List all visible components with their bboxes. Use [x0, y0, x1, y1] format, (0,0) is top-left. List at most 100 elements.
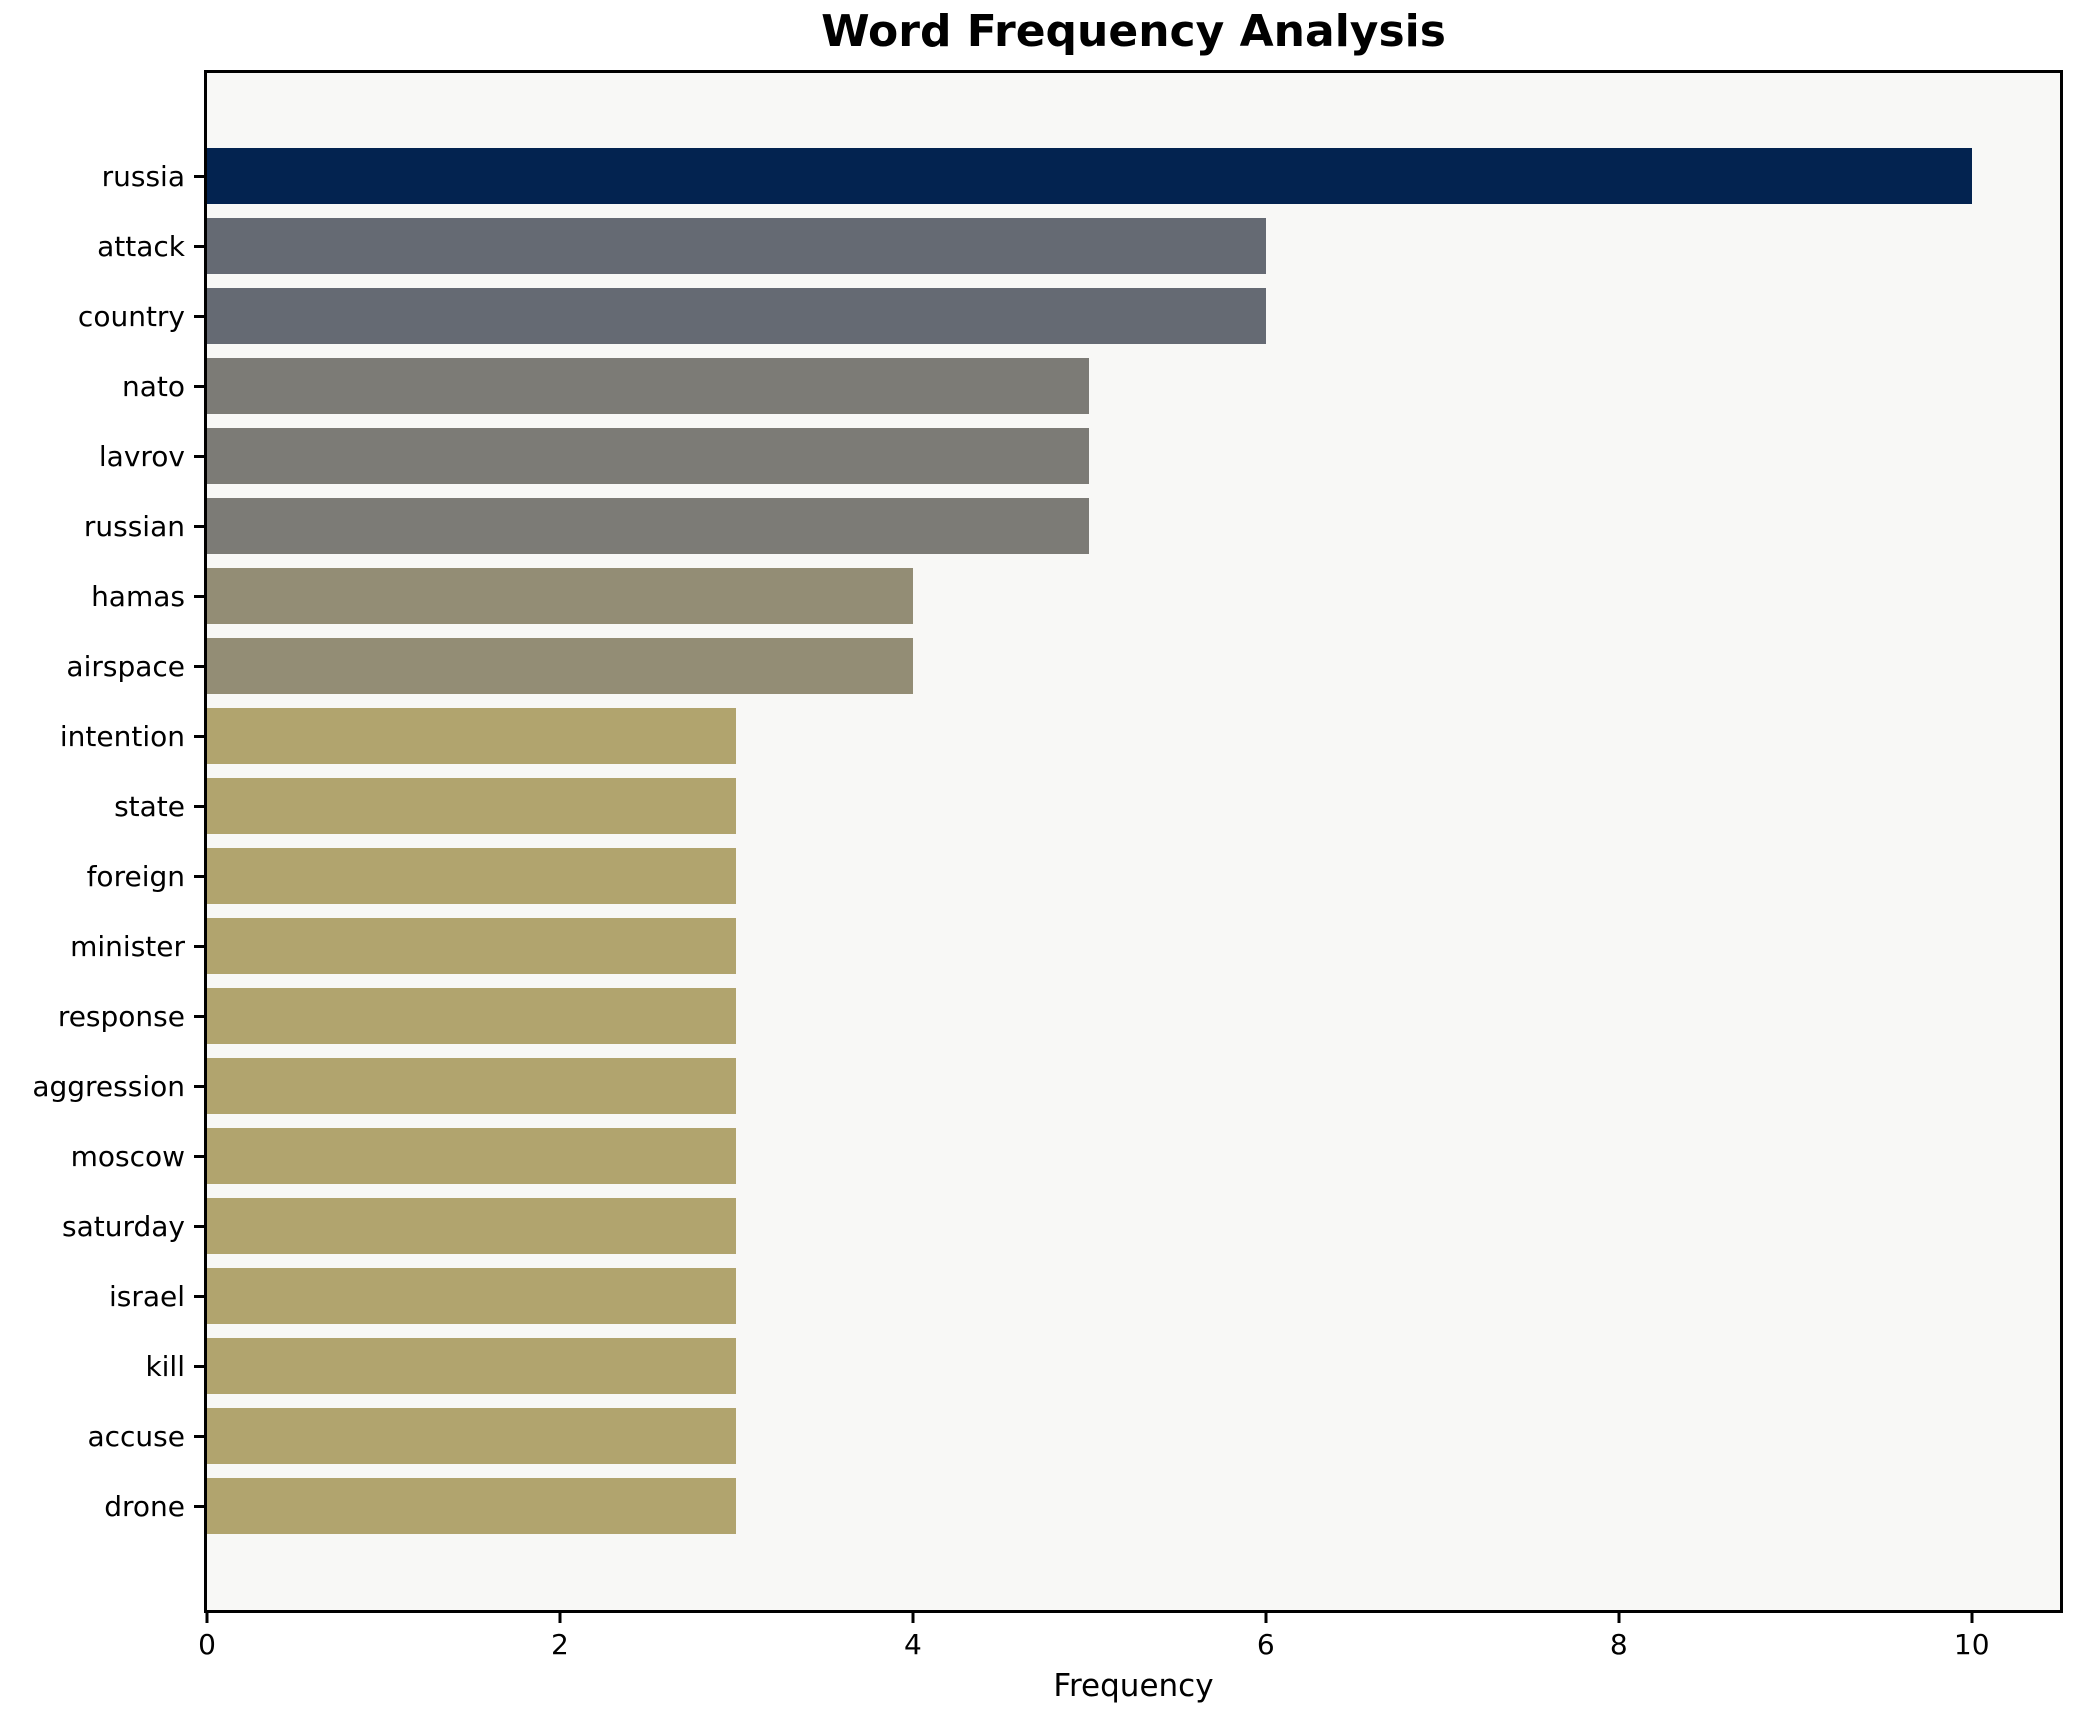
bar-russian — [207, 498, 1090, 554]
y-label-kill: kill — [145, 1349, 185, 1383]
x-axis-label: Frequency — [1053, 1668, 1214, 1704]
x-tick-mark — [911, 1613, 915, 1623]
bars-container — [207, 73, 2060, 1610]
x-tick-mark — [558, 1613, 562, 1623]
bar-foreign — [207, 848, 737, 904]
y-tick-mark — [194, 1014, 204, 1018]
y-label-minister: minister — [70, 929, 185, 963]
y-label-row: aggression — [0, 1051, 204, 1121]
bar-attack — [207, 218, 1266, 274]
bar-row — [207, 841, 2060, 911]
y-label-row: intention — [0, 701, 204, 771]
y-tick-mark — [194, 524, 204, 528]
y-label-moscow: moscow — [70, 1139, 185, 1173]
y-label-lavrov: lavrov — [98, 439, 185, 473]
bar-israel — [207, 1268, 737, 1324]
y-tick-mark — [194, 314, 204, 318]
y-label-row: saturday — [0, 1191, 204, 1261]
y-label-row: state — [0, 771, 204, 841]
y-tick-mark — [194, 1224, 204, 1228]
y-tick-mark — [194, 594, 204, 598]
bar-row — [207, 351, 2060, 421]
bar-row — [207, 1401, 2060, 1471]
y-tick-mark — [194, 454, 204, 458]
y-label-row: country — [0, 281, 204, 351]
y-tick-mark — [194, 1084, 204, 1088]
bar-row — [207, 211, 2060, 281]
y-tick-mark — [194, 804, 204, 808]
bar-row — [207, 421, 2060, 491]
y-label-row: nato — [0, 351, 204, 421]
y-tick-mark — [194, 1294, 204, 1298]
y-label-row: kill — [0, 1331, 204, 1401]
y-tick-mark — [194, 244, 204, 248]
bar-row — [207, 701, 2060, 771]
y-label-row: russia — [0, 141, 204, 211]
bar-row — [207, 981, 2060, 1051]
y-tick-mark — [194, 1434, 204, 1438]
y-label-row: airspace — [0, 631, 204, 701]
y-tick-mark — [194, 1154, 204, 1158]
x-tick-label: 2 — [551, 1628, 569, 1661]
bar-state — [207, 778, 737, 834]
x-tick-label: 4 — [903, 1628, 922, 1661]
bar-row — [207, 141, 2060, 211]
y-tick-mark — [194, 944, 204, 948]
y-tick-mark — [194, 384, 204, 388]
y-label-country: country — [77, 299, 185, 333]
y-label-airspace: airspace — [66, 649, 185, 683]
bar-row — [207, 491, 2060, 561]
x-tick-label: 6 — [1256, 1628, 1275, 1661]
y-label-response: response — [57, 999, 185, 1033]
y-label-hamas: hamas — [91, 579, 185, 613]
bar-lavrov — [207, 428, 1090, 484]
x-tick-label: 10 — [1953, 1628, 1990, 1661]
x-tick-label: 0 — [198, 1628, 216, 1661]
y-label-attack: attack — [97, 229, 185, 263]
y-label-state: state — [114, 789, 185, 823]
y-label-aggression: aggression — [32, 1069, 185, 1103]
y-tick-mark — [194, 734, 204, 738]
y-tick-mark — [194, 874, 204, 878]
y-axis-labels: russia attack country nato lavrov russian hama… — [0, 70, 204, 1613]
bar-country — [207, 288, 1266, 344]
bar-row — [207, 1121, 2060, 1191]
bar-row — [207, 1471, 2060, 1541]
y-label-row: russian — [0, 491, 204, 561]
x-tick-label: 8 — [1609, 1628, 1628, 1661]
bar-drone — [207, 1478, 737, 1534]
bar-hamas — [207, 568, 913, 624]
bar-row — [207, 1331, 2060, 1401]
bar-nato — [207, 358, 1090, 414]
bar-response — [207, 988, 737, 1044]
y-label-row: hamas — [0, 561, 204, 631]
y-label-row: response — [0, 981, 204, 1051]
y-label-saturday: saturday — [62, 1209, 185, 1243]
bar-row — [207, 281, 2060, 351]
bar-row — [207, 1051, 2060, 1121]
y-label-row: moscow — [0, 1121, 204, 1191]
bar-row — [207, 631, 2060, 701]
bar-intention — [207, 708, 737, 764]
y-label-row: drone — [0, 1471, 204, 1541]
bar-russia — [207, 148, 1972, 204]
x-tick-mark — [1617, 1613, 1621, 1623]
y-label-israel: israel — [108, 1279, 185, 1313]
y-label-row: foreign — [0, 841, 204, 911]
y-label-russia: russia — [101, 159, 185, 193]
y-label-intention: intention — [59, 719, 185, 753]
plot-area — [204, 70, 2063, 1613]
y-label-row: israel — [0, 1261, 204, 1331]
y-tick-mark — [194, 1364, 204, 1368]
y-label-row: accuse — [0, 1401, 204, 1471]
x-tick-mark — [1970, 1613, 1974, 1623]
y-label-drone: drone — [104, 1489, 185, 1523]
bar-kill — [207, 1338, 737, 1394]
bar-row — [207, 561, 2060, 631]
bar-airspace — [207, 638, 913, 694]
y-tick-mark — [194, 1504, 204, 1508]
bar-row — [207, 911, 2060, 981]
y-label-foreign: foreign — [86, 859, 185, 893]
bar-row — [207, 1261, 2060, 1331]
